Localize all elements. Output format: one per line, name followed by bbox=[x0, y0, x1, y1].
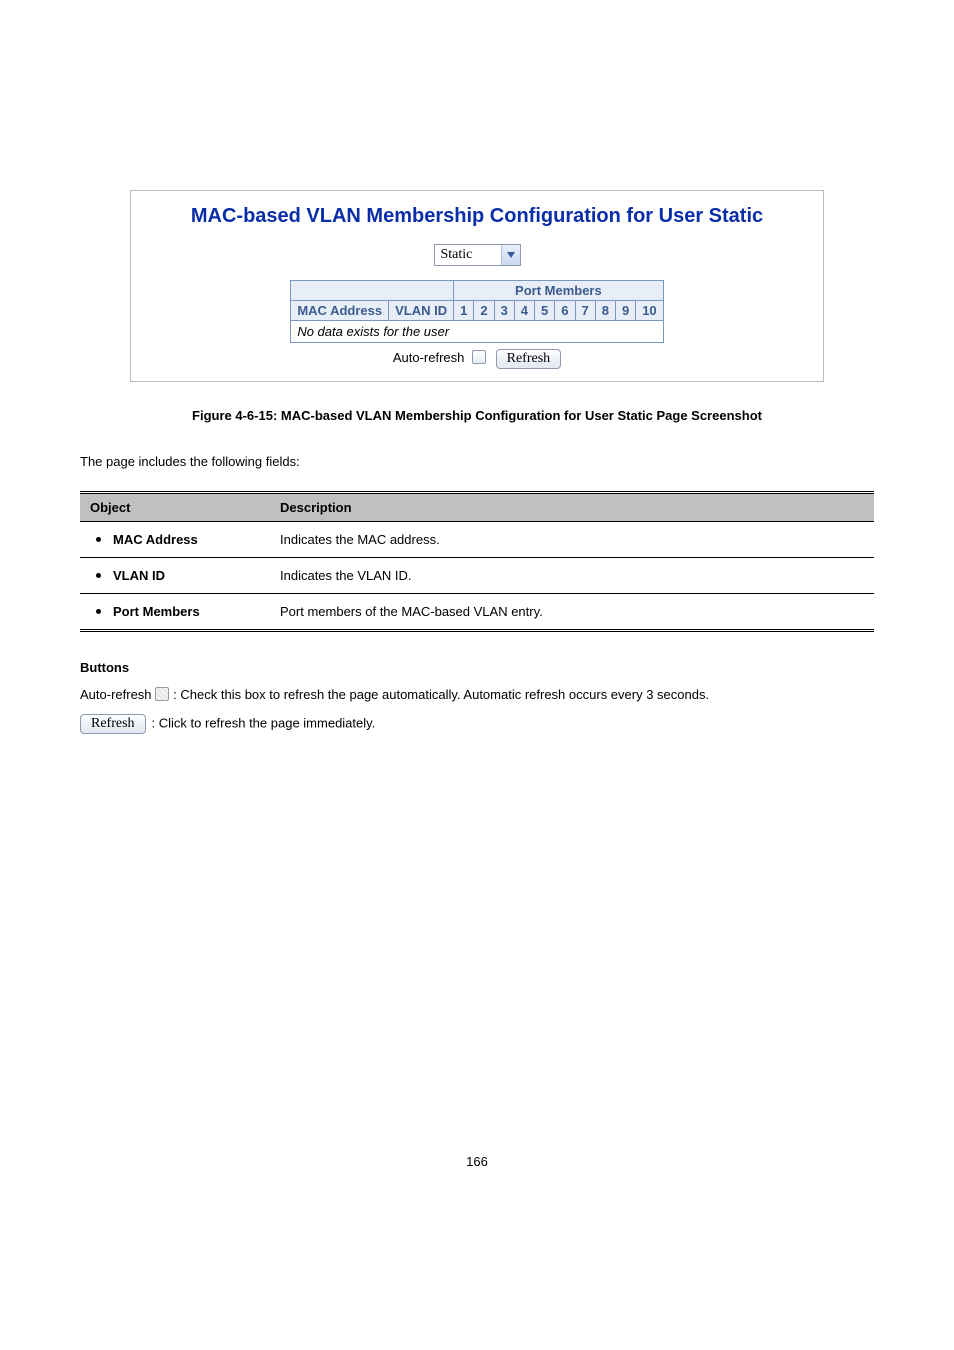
col-port: 5 bbox=[535, 301, 555, 321]
auto-refresh-desc: : Check this box to refresh the page aut… bbox=[173, 687, 709, 702]
auto-refresh-label-inline: Auto-refresh bbox=[80, 687, 152, 702]
auto-refresh-label: Auto-refresh bbox=[393, 350, 465, 365]
auto-refresh-checkbox[interactable] bbox=[472, 350, 486, 364]
col-port: 10 bbox=[636, 301, 663, 321]
desc-head-object: Object bbox=[80, 493, 270, 522]
obj-desc: Indicates the MAC address. bbox=[270, 522, 874, 558]
buttons-heading: Buttons bbox=[80, 660, 874, 675]
figure-caption: Figure 4-6-15: MAC-based VLAN Membership… bbox=[80, 408, 874, 423]
col-port: 8 bbox=[595, 301, 615, 321]
table-row: MAC Address Indicates the MAC address. bbox=[80, 522, 874, 558]
no-data-message: No data exists for the user bbox=[291, 321, 663, 343]
refresh-explain: Refresh : Click to refresh the page immed… bbox=[80, 714, 874, 734]
user-type-select-value: Static bbox=[435, 247, 501, 263]
col-port: 1 bbox=[454, 301, 474, 321]
bullet-icon bbox=[96, 537, 101, 542]
intro-paragraph: The page includes the following fields: bbox=[80, 453, 874, 471]
bullet-icon bbox=[96, 609, 101, 614]
col-port: 3 bbox=[494, 301, 514, 321]
checkbox-icon bbox=[155, 687, 169, 701]
description-table: Object Description MAC Address Indicates… bbox=[80, 491, 874, 632]
table-row: Port Members Port members of the MAC-bas… bbox=[80, 594, 874, 631]
obj-label: Port Members bbox=[113, 604, 200, 619]
obj-label: VLAN ID bbox=[113, 568, 165, 583]
port-members-header: Port Members bbox=[454, 281, 664, 301]
obj-desc: Port members of the MAC-based VLAN entry… bbox=[270, 594, 874, 631]
col-mac-address: MAC Address bbox=[291, 301, 389, 321]
desc-head-description: Description bbox=[270, 493, 874, 522]
col-vlan-id: VLAN ID bbox=[389, 301, 454, 321]
refresh-button[interactable]: Refresh bbox=[496, 349, 562, 369]
refresh-desc: : Click to refresh the page immediately. bbox=[152, 716, 376, 731]
col-port: 9 bbox=[615, 301, 635, 321]
panel-title: MAC-based VLAN Membership Configuration … bbox=[141, 205, 813, 228]
refresh-button-inline: Refresh bbox=[80, 714, 146, 734]
obj-label: MAC Address bbox=[113, 532, 198, 547]
user-type-select[interactable]: Static bbox=[434, 244, 521, 266]
table-empty-header bbox=[291, 281, 454, 301]
page-number: 166 bbox=[80, 1154, 874, 1169]
auto-refresh-explain: Auto-refresh : Check this box to refresh… bbox=[80, 687, 874, 702]
bullet-icon bbox=[96, 573, 101, 578]
col-port: 7 bbox=[575, 301, 595, 321]
obj-desc: Indicates the VLAN ID. bbox=[270, 558, 874, 594]
col-port: 6 bbox=[555, 301, 575, 321]
col-port: 4 bbox=[514, 301, 534, 321]
membership-table: Port Members MAC Address VLAN ID 1 2 3 4… bbox=[290, 280, 663, 343]
col-port: 2 bbox=[474, 301, 494, 321]
config-screenshot-panel: MAC-based VLAN Membership Configuration … bbox=[130, 190, 824, 382]
table-row: VLAN ID Indicates the VLAN ID. bbox=[80, 558, 874, 594]
chevron-down-icon bbox=[501, 245, 520, 265]
